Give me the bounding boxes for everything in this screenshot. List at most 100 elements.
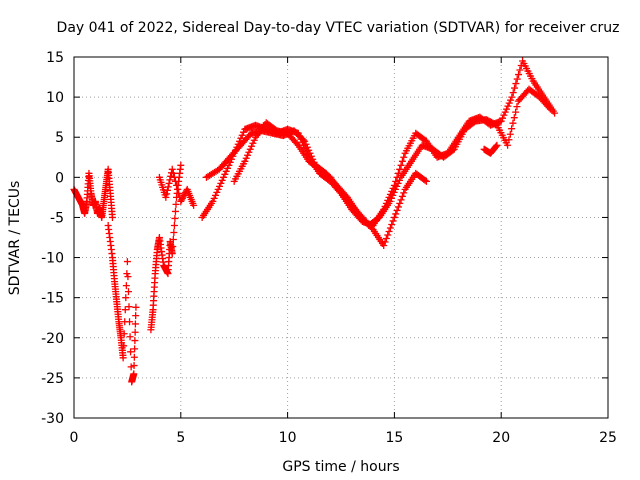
interp-point [124,273,132,281]
interp-point [398,192,406,200]
interp-point [448,147,456,155]
x-axis-label: GPS time / hours [282,459,399,475]
interp-point [121,306,129,314]
interp-point [131,337,139,345]
interp-point [238,131,246,139]
interp-point [528,75,536,83]
interp-point [306,149,314,157]
interp-point [108,210,116,218]
interp-point [223,156,231,164]
interp-point [170,228,178,236]
interp-point [245,148,253,156]
interp-point [151,274,159,282]
interp-point [336,187,344,195]
interp-point [245,132,253,140]
interp-point [298,135,306,143]
interp-point [125,303,133,311]
interp-point [303,143,311,151]
x-tick-label: 25 [599,430,617,446]
interp-point [512,108,520,116]
interp-point [172,200,180,208]
series-rise-1 [155,165,198,209]
interp-point [366,222,374,230]
interp-point [234,144,242,152]
interp-point [386,224,394,232]
interp-point [469,119,477,127]
interp-point [391,185,399,193]
interp-point [178,194,186,202]
y-tick-label: -5 [50,210,64,226]
grid-layer [74,57,608,418]
interp-point [381,238,389,246]
data-point [390,213,398,221]
interp-point [345,198,353,206]
interp-point [313,163,321,171]
interp-point [249,139,257,147]
interp-point [515,71,523,79]
interp-point [390,188,398,196]
series-early-dip [70,165,116,221]
interp-point [166,176,174,184]
interp-point [131,320,139,328]
interp-point [221,170,229,178]
interp-point [189,199,197,207]
interp-point [120,330,128,338]
interp-point [242,154,250,162]
interp-point [163,190,171,198]
points-layer [70,57,559,386]
y-tick-label: 5 [55,130,64,146]
interp-point [169,236,177,244]
interp-point [449,146,457,154]
interp-point [512,80,520,88]
interp-point [387,194,395,202]
interp-point [307,152,315,160]
interp-point [163,269,171,277]
interp-point [270,125,278,133]
chart-title: Day 041 of 2022, Sidereal Day-to-day VTE… [57,20,620,36]
interp-point [389,191,397,199]
interp-point [170,221,178,229]
interp-point [406,159,414,167]
data-point [508,93,516,101]
interp-point [216,182,224,190]
interp-point [171,214,179,222]
interp-point [171,207,179,215]
interp-point [124,288,132,296]
y-tick-label: -10 [41,251,64,267]
interp-point [420,175,428,183]
interp-point [174,185,182,193]
interp-point [392,210,400,218]
interp-point [292,138,300,146]
interp-point [492,142,500,150]
y-tick-label: 10 [46,90,64,106]
interp-point [397,196,405,204]
interp-point [503,105,511,113]
interp-point [208,199,216,207]
interp-point [510,114,518,122]
interp-point [237,134,245,142]
data-point [123,258,131,266]
interp-point [224,164,232,172]
interp-point [545,104,553,112]
interp-point [218,176,226,184]
y-tick-label: -15 [41,291,64,307]
interp-point [127,348,135,356]
series-mid-dip [147,161,185,334]
x-tick-label: 20 [492,430,510,446]
interp-point [533,91,541,99]
interp-point [504,102,512,110]
interp-point [395,176,403,184]
interp-point [373,215,381,223]
interp-point [131,345,139,353]
interp-point [210,194,218,202]
interp-point [222,167,230,175]
interp-point [171,177,179,185]
interp-point [393,182,401,190]
interp-point [120,342,128,350]
interp-point [130,353,138,361]
interp-point [396,165,404,173]
interp-point [388,220,396,228]
interp-point [179,193,187,201]
interp-point [490,120,498,128]
interp-point [511,84,519,92]
